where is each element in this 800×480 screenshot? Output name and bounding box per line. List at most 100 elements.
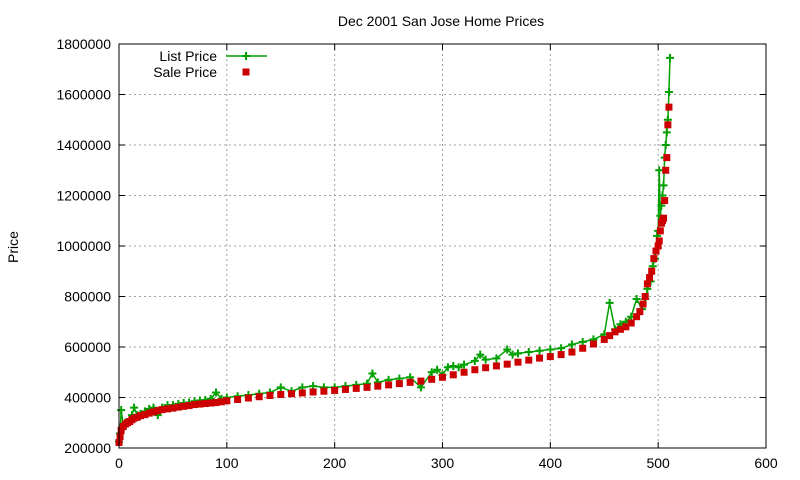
data-point-plus bbox=[605, 298, 614, 307]
data-point-plus bbox=[659, 181, 668, 190]
data-point-square bbox=[244, 394, 252, 402]
data-point-plus bbox=[492, 354, 501, 363]
data-point-plus bbox=[535, 346, 544, 355]
data-point-square bbox=[643, 280, 651, 288]
data-point-square bbox=[352, 384, 360, 392]
data-point-square bbox=[665, 103, 673, 111]
data-point-square bbox=[417, 377, 425, 385]
data-point-square bbox=[185, 402, 193, 410]
y-axis-label: Price bbox=[5, 231, 21, 263]
data-point-square bbox=[255, 393, 263, 401]
data-point-square bbox=[223, 397, 231, 405]
data-point-square bbox=[460, 368, 468, 376]
data-point-plus bbox=[433, 365, 442, 374]
data-point-plus bbox=[632, 295, 641, 304]
data-point-square bbox=[298, 389, 306, 397]
data-point-plus bbox=[416, 383, 425, 392]
data-point-square bbox=[363, 383, 371, 391]
data-point-square bbox=[164, 405, 172, 413]
data-point-square bbox=[180, 402, 188, 410]
data-point-plus bbox=[212, 388, 221, 397]
data-point-square bbox=[277, 390, 285, 398]
data-point-plus bbox=[130, 403, 139, 412]
data-point-square bbox=[664, 121, 672, 129]
data-point-plus bbox=[661, 141, 670, 149]
data-point-square bbox=[207, 399, 215, 407]
data-point-square bbox=[266, 391, 274, 399]
data-point-square bbox=[374, 382, 382, 390]
data-point-plus bbox=[655, 166, 664, 175]
data-point-square bbox=[663, 154, 671, 162]
data-point-square bbox=[589, 340, 597, 348]
y-axis: 200000 400000 600000 800000 1000000 1200000 14… bbox=[56, 36, 766, 456]
data-point-square bbox=[579, 344, 587, 352]
data-point-plus bbox=[427, 368, 436, 377]
data-point-square bbox=[154, 407, 162, 415]
data-point-square bbox=[242, 68, 250, 76]
data-point-square bbox=[546, 353, 554, 361]
legend-label-list-price: List Price bbox=[159, 48, 217, 64]
y-tick-label: 1400000 bbox=[56, 137, 111, 153]
y-tick-label: 600000 bbox=[64, 339, 111, 355]
data-point-square bbox=[656, 227, 664, 235]
data-point-square bbox=[641, 293, 649, 300]
data-point-square bbox=[234, 396, 242, 404]
data-point-square bbox=[320, 387, 328, 395]
chart-title: Dec 2001 San Jose Home Prices bbox=[338, 13, 544, 29]
y-tick-label: 1200000 bbox=[56, 188, 111, 204]
data-point-square bbox=[482, 364, 490, 372]
data-point-square bbox=[190, 401, 198, 409]
data-point-plus bbox=[578, 337, 587, 346]
data-point-square bbox=[212, 399, 220, 407]
data-point-square bbox=[137, 412, 145, 420]
data-point-square bbox=[654, 242, 662, 250]
data-point-plus bbox=[666, 53, 675, 62]
data-point-plus bbox=[449, 361, 458, 370]
data-point-square bbox=[655, 237, 663, 245]
data-point-square bbox=[616, 325, 624, 333]
data-point-square bbox=[309, 388, 317, 396]
data-point-plus bbox=[546, 345, 555, 354]
data-point-square bbox=[174, 403, 182, 411]
y-tick-label: 1600000 bbox=[56, 87, 111, 103]
data-point-square bbox=[141, 411, 149, 419]
data-point-square bbox=[648, 267, 656, 275]
data-point-square bbox=[196, 400, 204, 408]
data-point-square bbox=[525, 356, 533, 364]
data-point-plus bbox=[481, 355, 490, 364]
data-point-plus bbox=[662, 128, 671, 137]
y-tick-label: 800000 bbox=[64, 289, 111, 305]
data-point-square bbox=[606, 332, 614, 340]
data-point-plus bbox=[508, 350, 517, 359]
data-point-square bbox=[661, 197, 669, 205]
data-point-square bbox=[449, 371, 457, 379]
data-point-square bbox=[660, 214, 668, 222]
data-point-square bbox=[150, 408, 158, 416]
data-point-square bbox=[492, 362, 500, 370]
list-price-line bbox=[118, 57, 671, 442]
data-point-square bbox=[201, 400, 209, 408]
data-point-plus bbox=[476, 350, 485, 359]
x-axis: 0 100 200 300 400 500 600 bbox=[115, 44, 778, 471]
data-point-square bbox=[341, 385, 349, 393]
data-point-plus bbox=[368, 369, 377, 378]
data-point-square bbox=[514, 358, 522, 366]
data-point-square bbox=[217, 398, 225, 406]
data-point-plus bbox=[513, 349, 522, 358]
data-point-square bbox=[331, 386, 339, 394]
data-point-plus bbox=[503, 345, 512, 354]
data-point-square bbox=[650, 255, 658, 263]
data-point-plus bbox=[524, 348, 533, 357]
data-point-square bbox=[503, 360, 511, 368]
y-tick-label: 1800000 bbox=[56, 36, 111, 52]
data-point-square bbox=[662, 166, 670, 174]
y-tick-label: 400000 bbox=[64, 390, 111, 406]
data-point-square bbox=[406, 378, 414, 386]
data-point-plus bbox=[454, 363, 463, 372]
x-tick-label: 400 bbox=[539, 455, 563, 471]
data-point-square bbox=[471, 366, 479, 374]
data-point-plus bbox=[664, 87, 673, 96]
legend-label-sale-price: Sale Price bbox=[153, 64, 217, 80]
data-point-square bbox=[636, 308, 644, 316]
